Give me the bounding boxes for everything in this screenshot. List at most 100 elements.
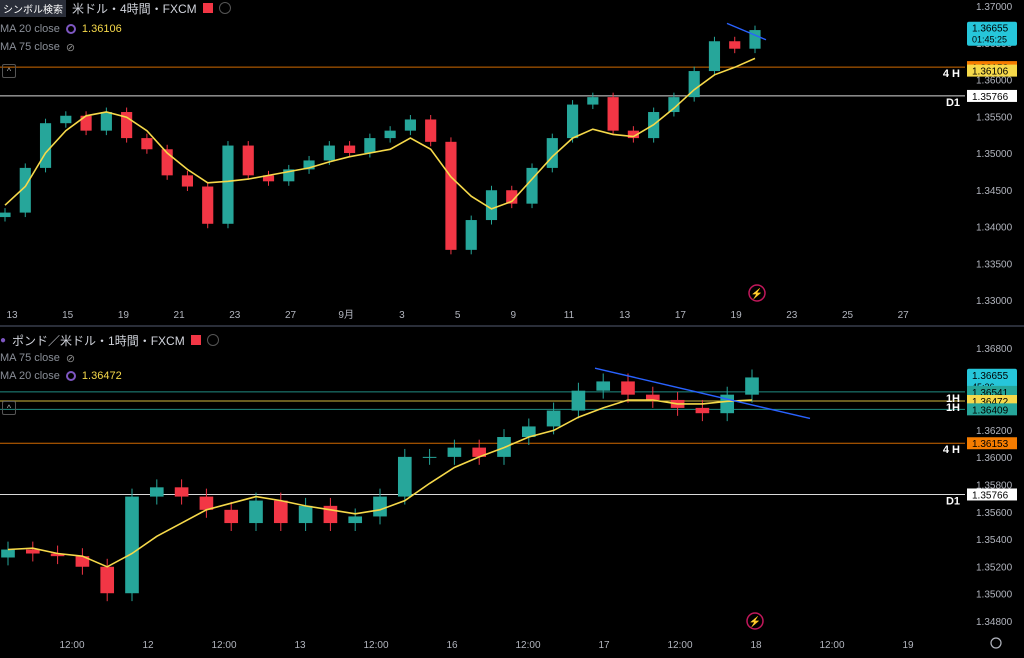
level-price-value: 1.35766	[972, 490, 1009, 501]
y-tick-label: 1.35200	[976, 562, 1013, 573]
collapse-legend-icon[interactable]: ^	[2, 401, 16, 415]
candle-body	[506, 190, 518, 204]
candle-body	[425, 119, 437, 142]
candle-body	[621, 381, 635, 395]
x-tick-label: 5	[455, 310, 461, 321]
candle-body	[745, 377, 759, 395]
bottom-chart-title: ポンド／米ドル・1時間・FXCM	[12, 333, 185, 348]
y-tick-label: 1.36000	[976, 76, 1013, 87]
x-tick-label: 19	[118, 310, 130, 321]
candle-body	[627, 130, 639, 139]
pane-divider[interactable]	[0, 325, 1024, 327]
x-tick-label: 13	[6, 310, 18, 321]
hidden-eye-icon[interactable]: ⊘	[65, 352, 76, 365]
candle-body	[100, 112, 112, 131]
x-tick-label: 3	[399, 310, 405, 321]
x-tick-label: 23	[229, 310, 241, 321]
top-chart-title: 米ドル・4時間・FXCM	[72, 1, 197, 16]
candle-body	[174, 487, 189, 497]
candle-body	[262, 175, 275, 182]
candle-body	[465, 220, 477, 250]
x-tick-label: 17	[598, 640, 610, 651]
level-name-label: 4 H	[943, 444, 960, 456]
lightning-icon	[748, 284, 766, 302]
symbol-search-chip[interactable]: シンボル検索	[0, 0, 66, 17]
candle-body	[75, 556, 90, 567]
x-tick-label: 11	[564, 310, 575, 321]
level-price-value: 1.36153	[972, 439, 1009, 450]
lightning-glyph: ⚡	[749, 615, 761, 628]
x-tick-label: 23	[786, 310, 798, 321]
x-tick-label: 19	[902, 640, 914, 651]
candle-body	[60, 115, 72, 124]
level-price-value: 1.36472	[972, 397, 1009, 408]
y-tick-label: 1.35000	[976, 590, 1013, 601]
trendline	[594, 367, 811, 420]
x-tick-label: 27	[285, 310, 297, 321]
current-price-value: 1.36655	[972, 24, 1009, 35]
level-price-tag	[967, 64, 1017, 77]
collapse-legend-icon[interactable]: ^	[2, 64, 16, 78]
candle-body	[384, 130, 396, 139]
x-tick-label: 25	[842, 310, 854, 321]
x-tick-label: 16	[446, 640, 458, 651]
symbol-logo-icon: ●	[0, 334, 7, 346]
x-tick-label: 12:00	[363, 640, 388, 651]
bottom-legend: ● ポンド／米ドル・1時間・FXCM MA 75 close ⊘ MA 20 c…	[0, 331, 219, 385]
candle-body	[607, 97, 619, 131]
x-tick-label: 18	[750, 640, 762, 651]
ma-settings-icon[interactable]	[65, 371, 76, 381]
flag-icon[interactable]	[190, 335, 201, 345]
y-tick-label: 1.37000	[976, 2, 1013, 13]
top-chart-canvas[interactable]: 1.370001.365001.360001.355001.350001.345…	[0, 0, 1024, 325]
candle-body	[121, 112, 133, 139]
y-tick-label: 1.33000	[976, 296, 1013, 307]
status-dot-icon[interactable]	[206, 334, 219, 346]
top-legend: シンボル検索 米ドル・4時間・FXCM MA 20 close 1.36106 …	[0, 0, 231, 56]
lightning-glyph: ⚡	[751, 287, 763, 300]
level-name-label: 1H	[946, 402, 960, 414]
candle-body	[39, 123, 52, 168]
level-price-value: 1.36106	[972, 67, 1009, 78]
x-tick-label: 17	[675, 310, 687, 321]
x-tick-label: 12	[142, 640, 154, 651]
ma75-label: MA 75 close	[0, 41, 60, 53]
ma20-line	[4, 57, 756, 210]
top-chart-pane[interactable]: 1.370001.365001.360001.355001.350001.345…	[0, 0, 1024, 325]
current-price-value: 1.36655	[972, 371, 1009, 382]
bottom-chart-canvas[interactable]: 1.368001.366001.364001.362001.360001.358…	[0, 327, 1024, 658]
candle-body	[521, 426, 536, 438]
ma20-value: 1.36106	[81, 23, 122, 35]
candle-body	[50, 553, 65, 557]
candle-body	[303, 160, 315, 170]
ma20-line	[7, 399, 753, 568]
settings-gear-icon[interactable]	[990, 637, 1002, 649]
y-tick-label: 1.35500	[976, 112, 1013, 123]
candle-body	[404, 119, 416, 131]
candle-body	[422, 456, 437, 458]
flag-icon[interactable]	[202, 3, 213, 13]
x-tick-label: 12:00	[59, 640, 84, 651]
candle-body	[596, 381, 611, 391]
bottom-chart-pane[interactable]: 1.368001.366001.364001.362001.360001.358…	[0, 327, 1024, 658]
x-tick-label: 9	[511, 310, 517, 321]
level-price-value: 1.35766	[972, 92, 1009, 103]
candle-body	[397, 456, 412, 497]
lightning-icon	[746, 612, 764, 630]
status-dot-icon[interactable]	[218, 2, 231, 14]
level-price-value: 1.36409	[972, 405, 1009, 416]
ma20-label: MA 20 close	[0, 370, 60, 382]
x-tick-label: 12:00	[667, 640, 692, 651]
level-name-label: D1	[946, 97, 960, 109]
candle-body	[571, 390, 586, 411]
y-tick-label: 1.33500	[976, 259, 1013, 270]
ma-settings-icon[interactable]	[65, 24, 76, 34]
candle-body	[749, 30, 761, 49]
candle-body	[445, 141, 457, 250]
hidden-eye-icon[interactable]: ⊘	[65, 41, 76, 54]
y-tick-label: 1.34500	[976, 186, 1013, 197]
candle-body	[472, 447, 487, 457]
trendline	[726, 22, 767, 41]
ma20-label: MA 20 close	[0, 23, 60, 35]
y-tick-label: 1.36200	[976, 426, 1013, 437]
